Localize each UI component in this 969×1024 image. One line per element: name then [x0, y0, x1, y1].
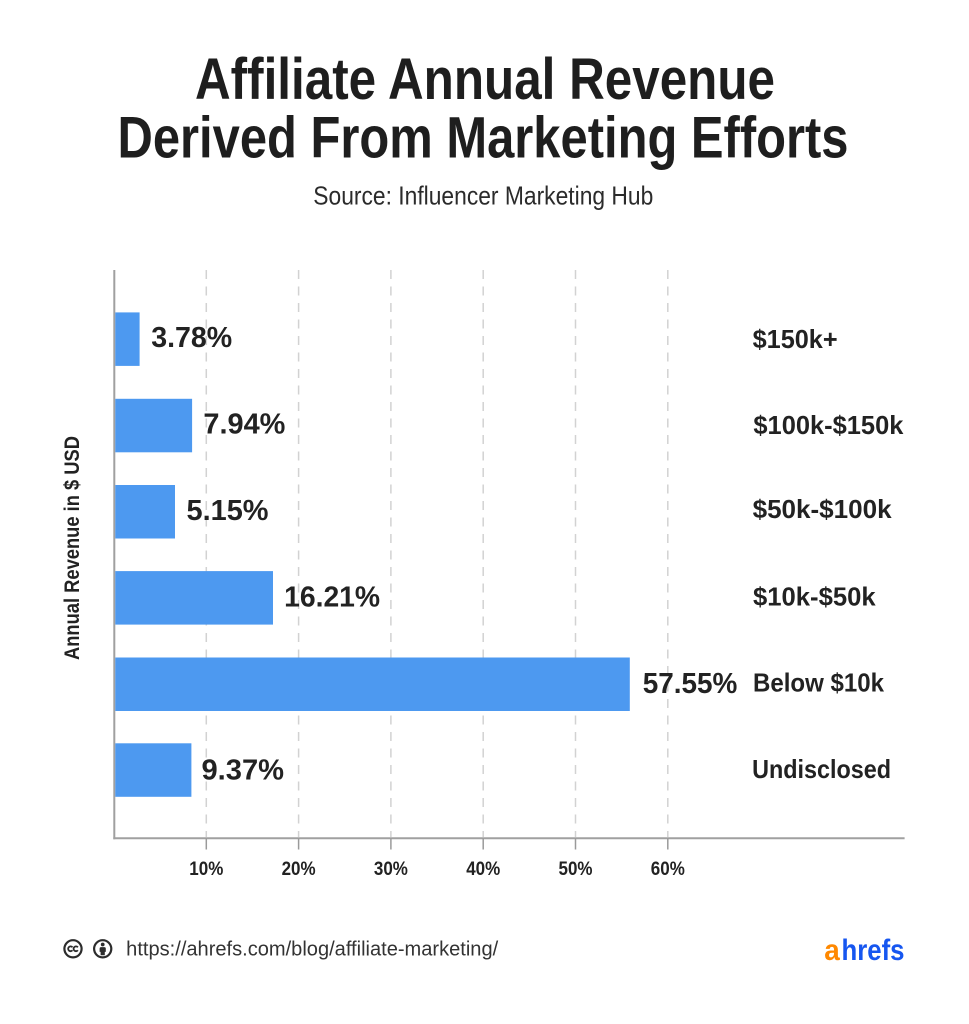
svg-text:30%: 30% — [374, 859, 408, 880]
svg-text:Below $10k: Below $10k — [753, 668, 884, 698]
svg-text:hrefs: hrefs — [842, 934, 905, 967]
svg-text:57.55%: 57.55% — [643, 668, 738, 700]
svg-text:Source: Influencer Marketing H: Source: Influencer Marketing Hub — [313, 181, 653, 211]
svg-text:16.21%: 16.21% — [284, 581, 380, 613]
svg-text:$150k+: $150k+ — [753, 324, 838, 354]
svg-text:Undisclosed: Undisclosed — [752, 754, 891, 784]
svg-text:20%: 20% — [282, 859, 316, 880]
svg-text:a: a — [824, 934, 840, 967]
svg-text:10%: 10% — [189, 859, 223, 880]
svg-text:40%: 40% — [466, 859, 500, 880]
svg-text:https://ahrefs.com/blog/affili: https://ahrefs.com/blog/affiliate-market… — [126, 939, 498, 961]
svg-text:Derived From Marketing Efforts: Derived From Marketing Efforts — [118, 106, 849, 171]
svg-text:50%: 50% — [559, 859, 593, 880]
svg-text:Annual Revenue in $ USD: Annual Revenue in $ USD — [61, 436, 84, 660]
svg-text:3.78%: 3.78% — [151, 322, 232, 354]
svg-text:$10k-$50k: $10k-$50k — [753, 582, 876, 612]
svg-text:$50k-$100k: $50k-$100k — [753, 494, 893, 524]
svg-text:5.15%: 5.15% — [187, 495, 269, 527]
svg-text:7.94%: 7.94% — [203, 409, 285, 441]
svg-text:$100k-$150k: $100k-$150k — [753, 410, 904, 440]
svg-text:9.37%: 9.37% — [202, 754, 285, 786]
svg-text:Affiliate Annual Revenue: Affiliate Annual Revenue — [195, 47, 775, 112]
svg-text:60%: 60% — [651, 859, 685, 880]
